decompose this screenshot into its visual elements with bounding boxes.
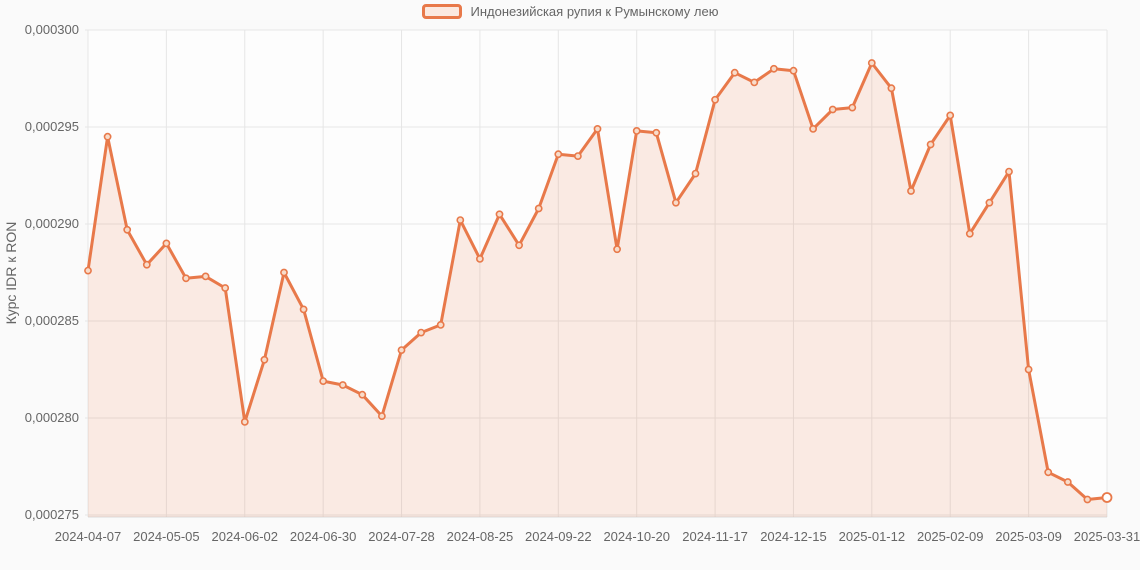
svg-text:0,000290: 0,000290 [25, 216, 79, 231]
legend-item-idr-ron[interactable]: Индонезийская рупия к Румынскому лею [421, 4, 719, 19]
svg-text:2024-05-05: 2024-05-05 [133, 529, 200, 544]
data-point[interactable] [926, 140, 935, 149]
data-point[interactable] [515, 241, 523, 250]
svg-text:2024-08-25: 2024-08-25 [447, 529, 514, 544]
data-point[interactable] [848, 103, 857, 112]
svg-text:2024-11-17: 2024-11-17 [682, 529, 748, 544]
svg-text:2024-12-15: 2024-12-15 [760, 529, 827, 544]
y-axis-labels: 0,000275 0,000280 0,000285 0,000290 0,000295… [25, 22, 79, 522]
svg-text:2024-07-28: 2024-07-28 [368, 529, 435, 544]
data-point[interactable] [280, 268, 288, 277]
y-axis-title: Курс IDR к RON [3, 222, 19, 325]
data-point[interactable] [985, 198, 994, 207]
data-point[interactable] [809, 124, 817, 133]
data-point[interactable] [84, 266, 92, 275]
x-axis-labels: 2024-04-07 2024-05-05 2024-06-02 2024-06-30… [55, 529, 1140, 544]
svg-text:2025-03-09: 2025-03-09 [995, 529, 1062, 544]
data-points[interactable] [84, 59, 1113, 504]
data-point[interactable] [377, 412, 386, 420]
data-point[interactable] [299, 305, 308, 314]
data-point[interactable] [887, 84, 896, 93]
data-point[interactable] [554, 150, 563, 159]
data-point[interactable] [1044, 468, 1053, 477]
data-point[interactable] [965, 229, 974, 238]
data-point[interactable] [789, 66, 798, 75]
data-point[interactable] [613, 245, 621, 254]
data-point[interactable] [475, 254, 484, 263]
data-point[interactable] [240, 417, 249, 426]
data-point[interactable] [1063, 478, 1072, 486]
data-point[interactable] [397, 346, 406, 354]
svg-text:2025-02-09: 2025-02-09 [917, 529, 984, 544]
data-point[interactable] [711, 95, 719, 104]
data-point[interactable] [495, 210, 504, 219]
data-point[interactable] [319, 377, 328, 385]
data-point[interactable] [652, 128, 661, 137]
data-point[interactable] [946, 111, 955, 120]
data-point[interactable] [1101, 492, 1113, 503]
legend: Индонезийская рупия к Румынскому лею [0, 4, 1140, 19]
legend-label: Индонезийская рупия к Румынскому лею [470, 4, 719, 19]
svg-text:0,000280: 0,000280 [25, 410, 79, 425]
svg-text:2024-09-22: 2024-09-22 [525, 529, 592, 544]
data-point[interactable] [142, 260, 151, 269]
data-point[interactable] [103, 132, 112, 141]
data-point[interactable] [867, 59, 876, 67]
data-point[interactable] [201, 272, 210, 281]
data-point[interactable] [770, 64, 778, 73]
data-point[interactable] [417, 328, 425, 337]
data-point[interactable] [1024, 365, 1033, 374]
data-point[interactable] [1005, 167, 1013, 176]
data-point[interactable] [456, 216, 465, 224]
data-point[interactable] [730, 68, 739, 77]
data-point[interactable] [338, 381, 347, 389]
data-point[interactable] [221, 284, 230, 292]
data-point[interactable] [182, 274, 190, 283]
svg-text:2024-06-30: 2024-06-30 [290, 529, 357, 544]
svg-text:2024-10-20: 2024-10-20 [603, 529, 670, 544]
data-point[interactable] [691, 169, 700, 178]
data-point[interactable] [632, 126, 641, 135]
svg-text:0,000285: 0,000285 [25, 313, 79, 328]
data-point[interactable] [593, 124, 602, 133]
svg-text:0,000300: 0,000300 [25, 22, 79, 37]
data-point[interactable] [750, 78, 759, 87]
data-point[interactable] [123, 225, 132, 234]
svg-text:2025-01-12: 2025-01-12 [839, 529, 906, 544]
data-point[interactable] [672, 198, 680, 207]
gridlines [85, 29, 1108, 518]
data-point[interactable] [828, 105, 837, 114]
svg-text:2024-04-07: 2024-04-07 [55, 529, 122, 544]
plot-background [88, 30, 1107, 517]
data-point[interactable] [436, 320, 445, 329]
data-point[interactable] [534, 204, 543, 213]
data-point[interactable] [162, 239, 171, 248]
data-point[interactable] [358, 390, 367, 399]
legend-swatch [421, 4, 462, 19]
data-point[interactable] [574, 152, 582, 160]
svg-text:2025-03-31: 2025-03-31 [1074, 529, 1140, 544]
svg-text:0,000275: 0,000275 [25, 507, 79, 522]
svg-text:2024-06-02: 2024-06-02 [212, 529, 279, 544]
data-point[interactable] [1083, 495, 1092, 504]
data-point[interactable] [907, 187, 915, 195]
svg-text:0,000295: 0,000295 [25, 119, 79, 134]
data-point[interactable] [260, 355, 269, 364]
